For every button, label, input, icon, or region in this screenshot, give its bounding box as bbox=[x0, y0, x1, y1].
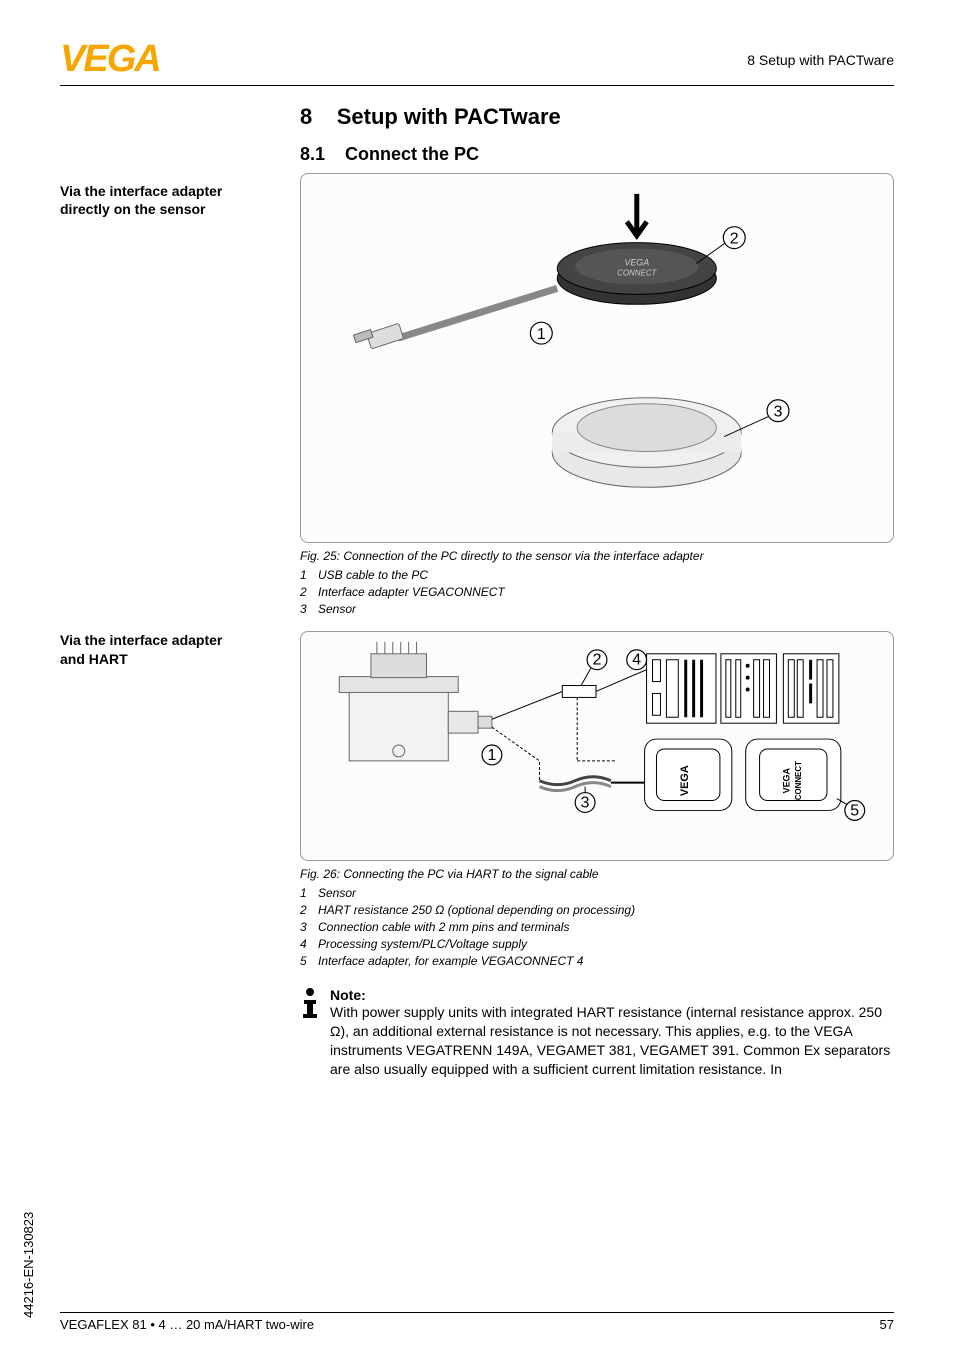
svg-text:CONNECT: CONNECT bbox=[794, 761, 803, 800]
note-body: With power supply units with integrated … bbox=[330, 1003, 894, 1079]
fig26-item-text: Interface adapter, for example VEGACONNE… bbox=[318, 954, 583, 968]
fig26-caption: Fig. 26: Connecting the PC via HART to t… bbox=[300, 867, 894, 881]
fig26-item-text: Processing system/PLC/Voltage supply bbox=[318, 937, 527, 951]
svg-text:CONNECT: CONNECT bbox=[617, 268, 657, 277]
svg-text:VEGA: VEGA bbox=[781, 768, 791, 794]
fig25-item-num: 2 bbox=[300, 584, 318, 601]
callout-2: 2 bbox=[730, 231, 739, 248]
header-breadcrumb: 8 Setup with PACTware bbox=[747, 52, 894, 68]
fig25-item-num: 1 bbox=[300, 567, 318, 584]
fig26-item-num: 4 bbox=[300, 936, 318, 953]
fig25-caption: Fig. 25: Connection of the PC directly t… bbox=[300, 549, 894, 563]
sidebar-line: directly on the sensor bbox=[60, 200, 300, 218]
fig26-item-text: Connection cable with 2 mm pins and term… bbox=[318, 920, 569, 934]
sidebar-heading-interface-hart: Via the interface adapter and HART bbox=[60, 631, 300, 667]
page-header: VEGA 8 Setup with PACTware bbox=[60, 38, 894, 86]
fig25-item-text: USB cable to the PC bbox=[318, 568, 428, 582]
fig26-item-text: HART resistance 250 Ω (optional dependin… bbox=[318, 903, 635, 917]
footer-left: VEGAFLEX 81 • 4 … 20 mA/HART two-wire bbox=[60, 1317, 314, 1332]
page-footer: VEGAFLEX 81 • 4 … 20 mA/HART two-wire 57 bbox=[60, 1312, 894, 1332]
section-num: 8 bbox=[300, 104, 312, 129]
sidebar-line: and HART bbox=[60, 650, 300, 668]
fig26-item-text: Sensor bbox=[318, 886, 356, 900]
sidebar-heading-interface-sensor: Via the interface adapter directly on th… bbox=[60, 182, 300, 218]
sidebar-line: Via the interface adapter bbox=[60, 182, 300, 200]
figure-26: VEGA VEGA CONNECT 1 2 3 4 5 bbox=[300, 631, 894, 861]
info-icon bbox=[300, 987, 322, 1079]
fig26-list: 1Sensor 2HART resistance 250 Ω (optional… bbox=[300, 885, 894, 969]
svg-text:VEGA: VEGA bbox=[679, 766, 691, 797]
sidebar-line: Via the interface adapter bbox=[60, 631, 300, 649]
svg-text:5: 5 bbox=[850, 803, 859, 820]
fig26-item-num: 1 bbox=[300, 885, 318, 902]
callout-1: 1 bbox=[537, 326, 546, 343]
fig26-item-num: 2 bbox=[300, 902, 318, 919]
subsection-title-text: Connect the PC bbox=[345, 144, 479, 164]
section-title-text: Setup with PACTware bbox=[337, 104, 561, 129]
fig25-item-text: Interface adapter VEGACONNECT bbox=[318, 585, 505, 599]
callout-3: 3 bbox=[774, 404, 783, 421]
svg-text:2: 2 bbox=[593, 652, 602, 669]
section-title: 8 Setup with PACTware bbox=[300, 104, 894, 130]
svg-text:VEGA: VEGA bbox=[624, 258, 649, 268]
subsection-title: 8.1 Connect the PC bbox=[300, 144, 894, 165]
svg-text:4: 4 bbox=[632, 652, 641, 669]
fig25-item-num: 3 bbox=[300, 601, 318, 618]
fig26-item-num: 3 bbox=[300, 919, 318, 936]
note-title: Note: bbox=[330, 987, 894, 1003]
footer-page-number: 57 bbox=[880, 1317, 894, 1332]
vega-logo: VEGA bbox=[60, 38, 160, 81]
fig26-item-num: 5 bbox=[300, 953, 318, 970]
fig25-item-text: Sensor bbox=[318, 602, 356, 616]
note-block: Note: With power supply units with integ… bbox=[300, 987, 894, 1079]
svg-text:3: 3 bbox=[581, 795, 590, 812]
figure-25: VEGA CONNECT 1 2 3 bbox=[300, 173, 894, 543]
fig25-list: 1USB cable to the PC 2Interface adapter … bbox=[300, 567, 894, 617]
svg-text:1: 1 bbox=[488, 747, 497, 764]
subsection-num: 8.1 bbox=[300, 144, 325, 164]
document-id-spine: 44216-EN-130823 bbox=[21, 1212, 36, 1318]
